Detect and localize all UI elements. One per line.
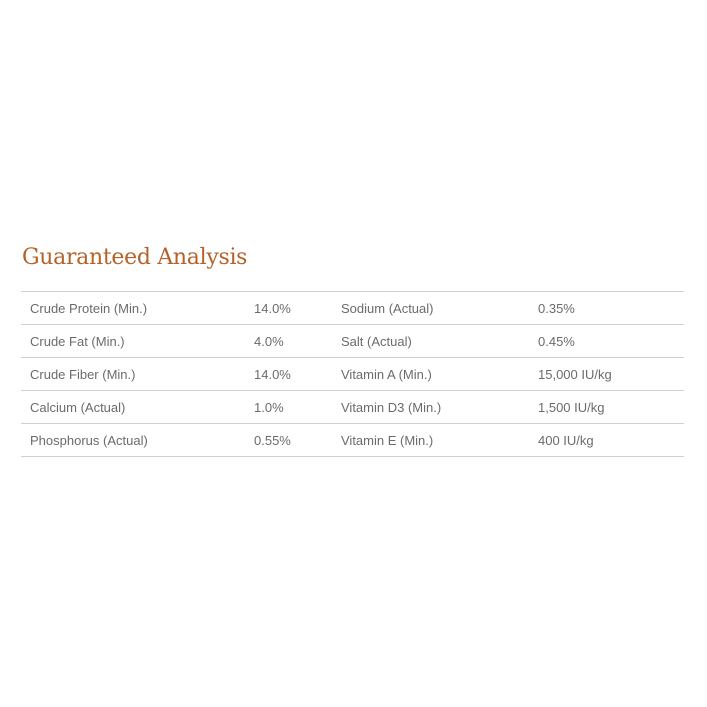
- guaranteed-analysis-table: Crude Protein (Min.) 14.0% Sodium (Actual)…: [21, 291, 684, 457]
- table-row: Phosphorus (Actual) 0.55% Vitamin E (Min.)…: [21, 423, 684, 457]
- nutrient-value: 1.0%: [254, 399, 284, 415]
- table-row: Crude Fat (Min.) 4.0% Salt (Actual) 0.45%: [21, 324, 684, 358]
- nutrient-label: Sodium (Actual): [341, 300, 434, 316]
- nutrient-value: 0.35%: [538, 300, 575, 316]
- table-row: Crude Protein (Min.) 14.0% Sodium (Actual)…: [21, 291, 684, 325]
- nutrient-value: 1,500 IU/kg: [538, 399, 605, 415]
- nutrient-value: 0.45%: [538, 333, 575, 349]
- nutrient-label: Vitamin A (Min.): [341, 366, 432, 382]
- nutrient-value: 400 IU/kg: [538, 432, 594, 448]
- section-title: Guaranteed Analysis: [22, 245, 248, 270]
- nutrient-value: 14.0%: [254, 300, 291, 316]
- table-row: Calcium (Actual) 1.0% Vitamin D3 (Min.) 1,5…: [21, 390, 684, 424]
- nutrient-value: 14.0%: [254, 366, 291, 382]
- nutrient-label: Calcium (Actual): [30, 399, 126, 415]
- nutrient-label: Crude Fiber (Min.): [30, 366, 136, 382]
- nutrient-label: Vitamin E (Min.): [341, 432, 434, 448]
- nutrient-label: Crude Fat (Min.): [30, 333, 125, 349]
- nutrient-value: 4.0%: [254, 333, 284, 349]
- table-row: Crude Fiber (Min.) 14.0% Vitamin A (Min.) 1…: [21, 357, 684, 391]
- nutrient-label: Crude Protein (Min.): [30, 300, 148, 316]
- nutrient-value: 15,000 IU/kg: [538, 366, 612, 382]
- nutrient-label: Phosphorus (Actual): [30, 432, 148, 448]
- nutrient-label: Vitamin D3 (Min.): [341, 399, 442, 415]
- nutrient-value: 0.55%: [254, 432, 291, 448]
- nutrient-label: Salt (Actual): [341, 333, 412, 349]
